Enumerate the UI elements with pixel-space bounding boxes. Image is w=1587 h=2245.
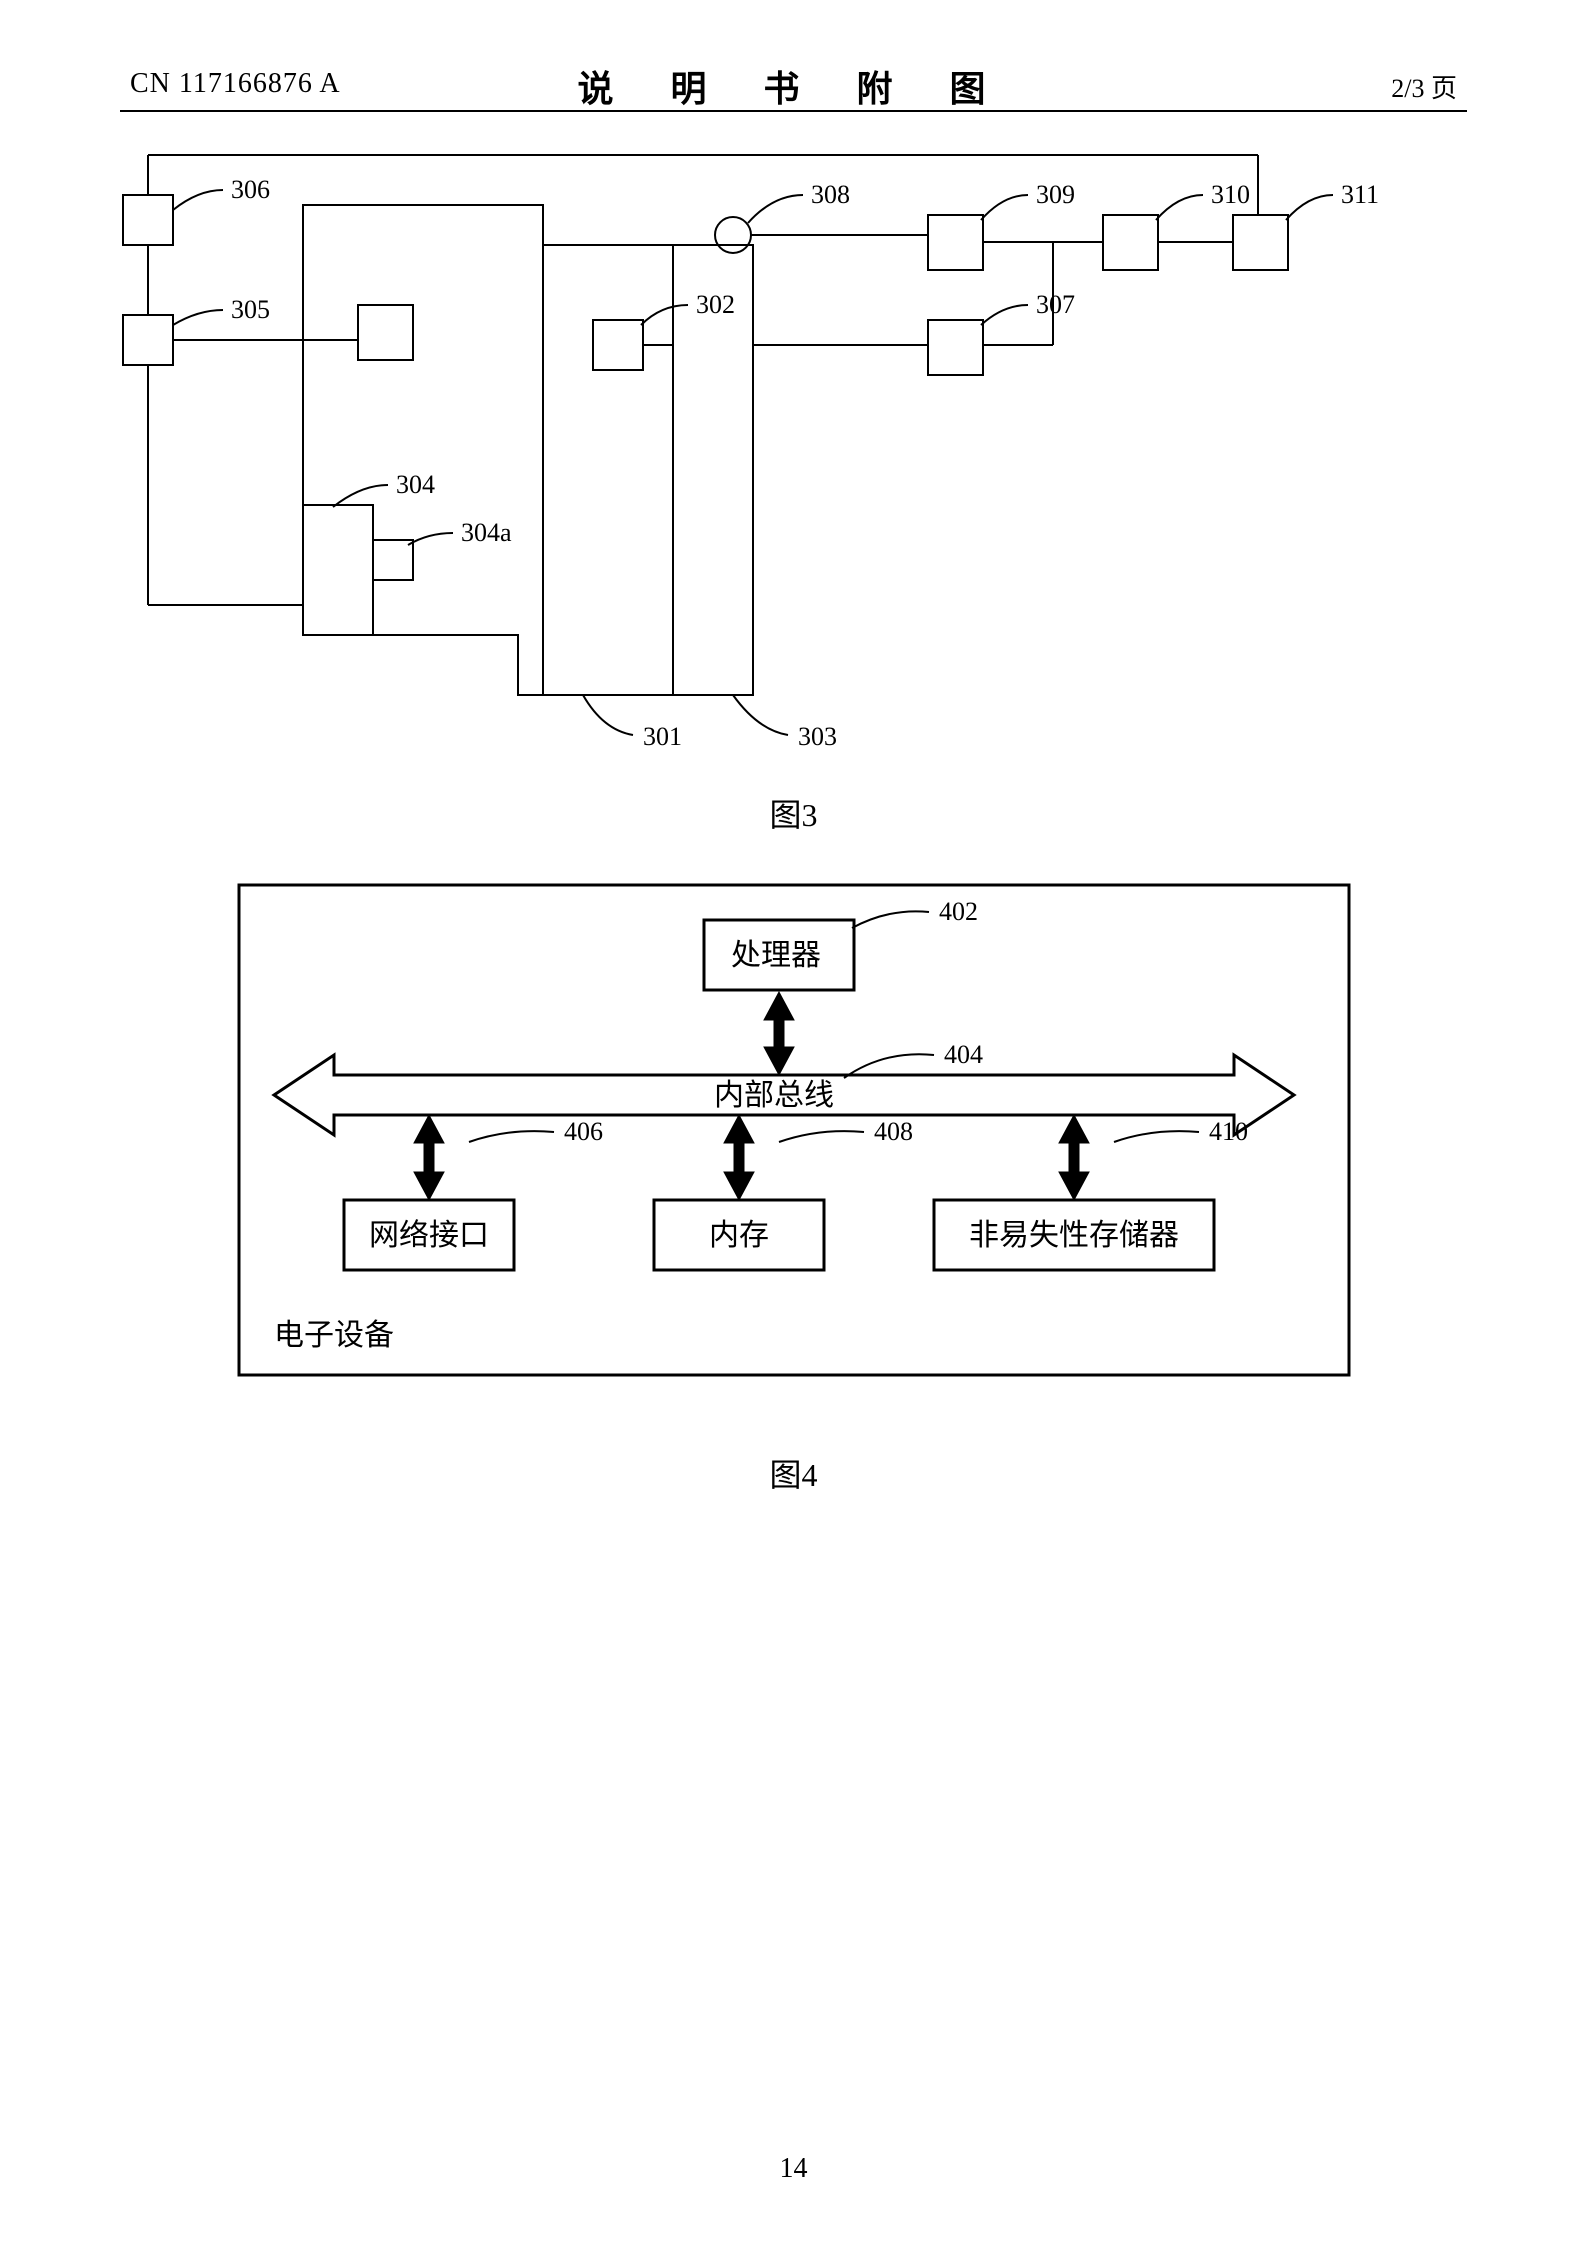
label-408: 408	[874, 1117, 913, 1146]
figure-4: 处理器 内部总线 网络接口 内存 非易失性存储器 电子设备 402 404 40…	[234, 880, 1354, 1400]
box-memory: 内存	[709, 1219, 769, 1252]
label-307: 307	[1036, 290, 1075, 319]
box-nvstore: 非易失性存储器	[969, 1219, 1179, 1252]
label-308: 308	[811, 180, 850, 209]
label-311: 311	[1341, 180, 1379, 209]
page-number: 14	[0, 2153, 1587, 2185]
label-410: 410	[1209, 1117, 1248, 1146]
label-404: 404	[944, 1040, 983, 1069]
label-304: 304	[396, 470, 435, 499]
label-310: 310	[1211, 180, 1250, 209]
fig3-caption: 图3	[0, 790, 1587, 836]
label-309: 309	[1036, 180, 1075, 209]
page: CN 117166876 A 说 明 书 附 图 2/3 页	[0, 0, 1587, 2245]
doc-title: 说 明 书 附 图	[0, 60, 1587, 112]
label-304a: 304a	[461, 518, 512, 547]
box-processor: 处理器	[731, 939, 821, 972]
page-indicator: 2/3 页	[1391, 68, 1457, 105]
label-402: 402	[939, 897, 978, 926]
fig4-caption: 图4	[0, 1450, 1587, 1496]
figure-3: 306 305 304 304a 301 302 303 308 309 310…	[113, 135, 1473, 755]
label-301: 301	[643, 722, 682, 751]
label-303: 303	[798, 722, 837, 751]
header-rule	[120, 110, 1467, 112]
label-302: 302	[696, 290, 735, 319]
label-306: 306	[231, 175, 270, 204]
device-label: 电子设备	[274, 1319, 394, 1352]
bus-label: 内部总线	[714, 1079, 834, 1112]
label-406: 406	[564, 1117, 603, 1146]
label-305: 305	[231, 295, 270, 324]
box-network: 网络接口	[369, 1219, 489, 1252]
